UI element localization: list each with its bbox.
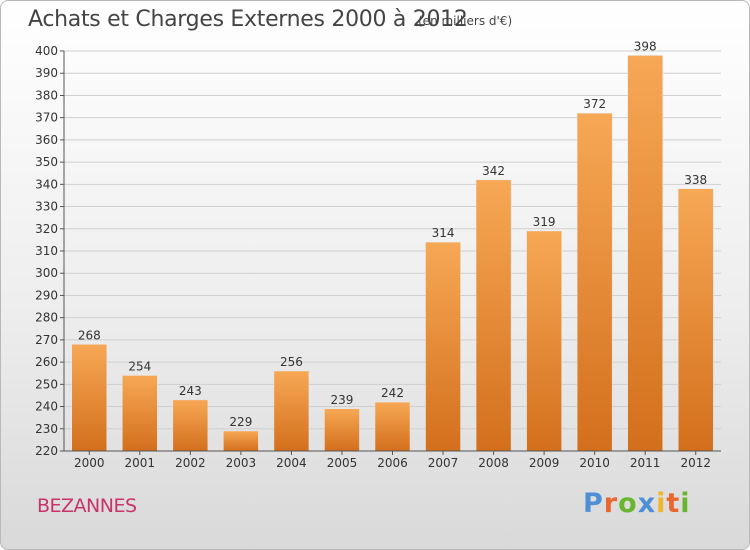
y-tick-label: 380 [35,88,58,102]
bar-value-label: 268 [78,328,101,342]
bars: 268 254 243 229 256 239 242 314 342 319 372 398 338 [71,39,714,452]
y-axis: 220 230 240 250 260 270 280 290 300 310 320 330 340 3… [35,44,65,458]
bar [172,399,209,452]
y-tick-label: 290 [35,288,58,302]
x-tick-label: 2007 [428,456,459,470]
commune-name: BEZANNES [37,495,137,517]
bar-value-label: 398 [634,39,657,53]
y-tick-label: 340 [35,177,58,191]
bar [122,375,158,452]
y-tick-label: 280 [35,311,58,325]
x-tick-label: 2008 [478,456,509,470]
bar [374,401,411,452]
y-tick-label: 270 [35,333,58,347]
bar [576,112,613,452]
y-tick-label: 220 [35,444,58,458]
chart-title: Achats et Charges Externes 2000 à 2012 [28,7,468,32]
bar-value-label: 254 [128,359,151,373]
x-tick-label: 2004 [276,456,307,470]
bar [475,179,512,452]
y-tick-label: 300 [35,266,58,280]
y-tick-label: 260 [35,355,58,369]
bar-value-label: 338 [684,173,707,187]
y-tick-label: 360 [35,133,58,147]
bar-value-label: 243 [179,384,202,398]
bar-value-label: 319 [533,215,556,229]
y-tick-label: 400 [35,44,58,58]
x-tick-label: 2011 [630,456,661,470]
bar [627,55,663,452]
y-tick-label: 350 [35,155,58,169]
y-tick-label: 250 [35,377,58,391]
bar [71,344,108,452]
x-tick-label: 2002 [175,456,206,470]
x-tick-label: 2010 [579,456,610,470]
y-tick-label: 320 [35,222,58,236]
y-tick-label: 330 [35,200,58,214]
y-tick-label: 240 [35,400,58,414]
bar [223,430,259,452]
bar-value-label: 372 [583,97,606,111]
bar-value-label: 314 [432,226,455,240]
bar [324,408,360,452]
y-tick-label: 310 [35,244,58,258]
x-axis: 2000 2001 2002 2003 2004 2005 2006 2007 2008 2009… [64,450,721,470]
bar-value-label: 239 [331,393,354,407]
x-tick-label: 2001 [125,456,156,470]
bar [273,370,310,452]
bar-value-label: 242 [381,386,404,400]
x-tick-label: 2006 [377,456,408,470]
y-tick-label: 390 [35,66,58,80]
bar-value-label: 342 [482,164,505,178]
bar-value-label: 229 [229,415,252,429]
proxiti-logo[interactable]: Proxiti [583,488,691,519]
x-tick-label: 2005 [327,456,358,470]
x-tick-label: 2009 [529,456,560,470]
x-tick-label: 2012 [680,456,711,470]
bar-value-label: 256 [280,355,303,369]
x-tick-label: 2000 [74,456,105,470]
y-tick-label: 370 [35,111,58,125]
bar [425,241,461,452]
y-tick-label: 230 [35,422,58,436]
chart-subtitle: (en milliers d'€) [418,14,513,28]
bar [526,230,562,452]
bar [677,188,714,452]
x-tick-label: 2003 [226,456,257,470]
